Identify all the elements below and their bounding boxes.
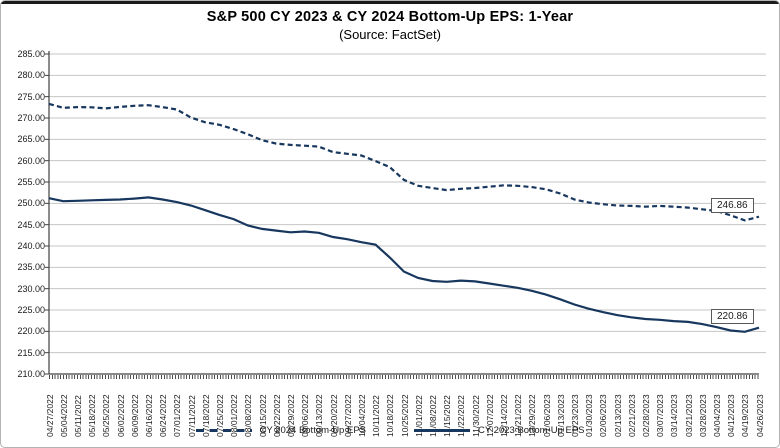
y-axis-tick-label: 255.00 [17,177,45,187]
legend-item-cy-2024: CY 2024 Bottom-Up EPS [195,425,367,436]
top-border [1,1,779,4]
chart-subtitle: (Source: FactSet) [339,27,441,42]
y-axis-tick-label: 275.00 [17,91,45,102]
y-axis-tick-label: 265.00 [17,134,45,145]
legend-label-cy-2024: CY 2024 Bottom-Up EPS [259,425,367,436]
y-axis-tick-label: 260.00 [17,155,45,166]
y-axis-tick-label: 235.00 [17,262,45,273]
cy-2023-end-value-label: 220.86 [711,308,754,324]
legend-item-cy-2023: CY 2023 Bottom-Up EPS [414,425,585,436]
cy-2023-series-line [48,196,760,333]
y-axis-tick-label: 225.00 [17,305,45,315]
y-axis-tick-label: 240.00 [17,241,45,251]
y-axis-tick-label: 220.00 [17,326,45,337]
legend: CY 2024 Bottom-Up EPS CY 2023 Bottom-Up … [1,425,779,436]
y-axis-tick-label: 250.00 [17,198,45,209]
cy-2024-series-line [48,102,760,222]
y-axis-tick-label: 230.00 [17,283,45,294]
y-axis-tick-label: 215.00 [17,347,45,358]
y-axis-tick-label: 245.00 [17,219,45,230]
solid-line-sample-icon [414,429,470,432]
y-axis-tick-label: 285.00 [17,49,45,59]
legend-label-cy-2023: CY 2023 Bottom-Up EPS [478,425,585,436]
x-axis-tick-marks [49,375,759,379]
y-axis-tick-label: 270.00 [17,113,45,123]
cy-2024-end-value-label: 246.86 [711,197,754,213]
chart-title: S&P 500 CY 2023 & CY 2024 Bottom-Up EPS:… [206,9,574,25]
y-axis-tick-label: 280.00 [17,70,45,81]
y-axis-tick-label: 210.00 [17,369,45,379]
dashed-line-sample-icon [195,429,252,432]
